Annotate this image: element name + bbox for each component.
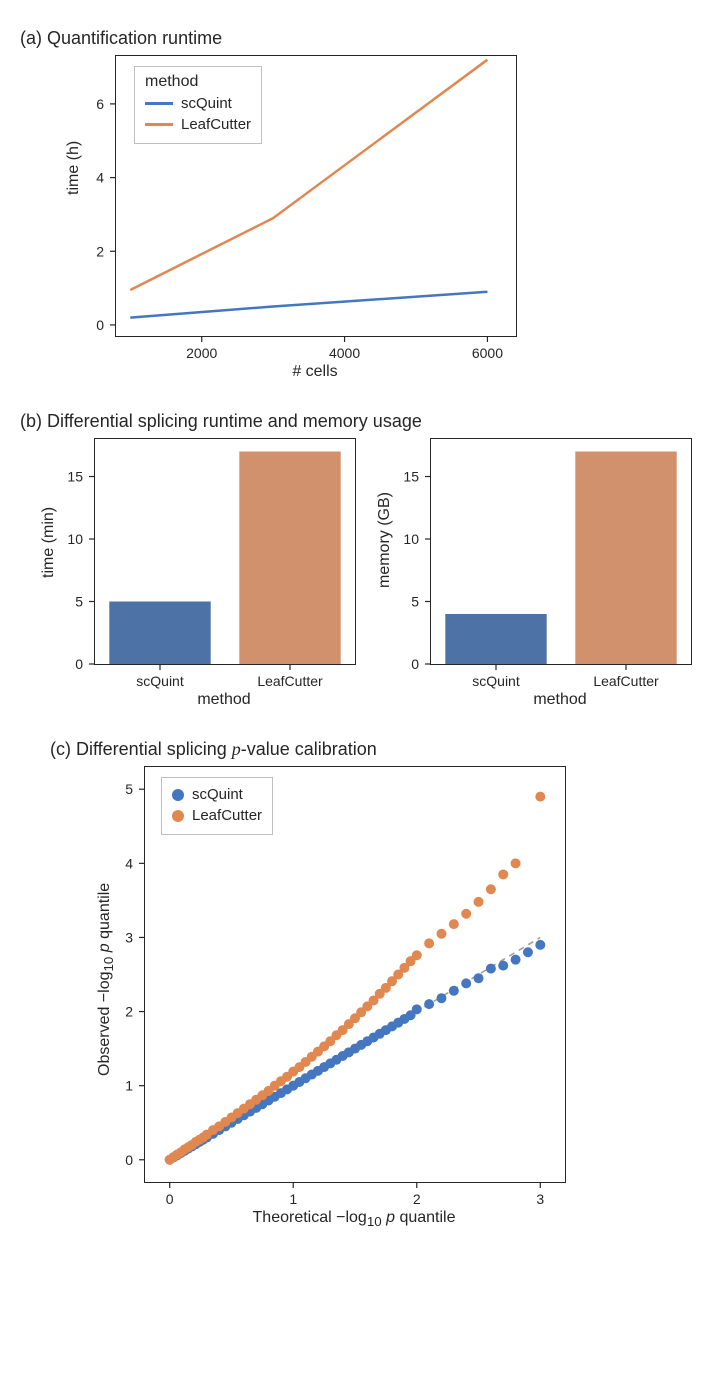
svg-text:0: 0 bbox=[411, 656, 419, 672]
svg-text:5: 5 bbox=[411, 594, 419, 610]
svg-text:2: 2 bbox=[413, 1191, 421, 1207]
legend-label: scQuint bbox=[192, 784, 243, 805]
legend-swatch bbox=[172, 789, 184, 801]
panel-c-legend: scQuint LeafCutter bbox=[161, 777, 273, 835]
svg-text:0: 0 bbox=[166, 1191, 174, 1207]
svg-text:scQuint: scQuint bbox=[472, 673, 520, 689]
svg-text:4: 4 bbox=[96, 170, 104, 186]
svg-text:3: 3 bbox=[125, 929, 133, 945]
panel-b-chart-time: 051015scQuintLeafCutter bbox=[94, 438, 356, 665]
legend-label: scQuint bbox=[181, 93, 232, 114]
panel-a-chart: 2000400060000246 method scQuint LeafCutt… bbox=[115, 55, 517, 337]
svg-text:6000: 6000 bbox=[472, 345, 503, 361]
svg-text:5: 5 bbox=[125, 781, 133, 797]
svg-text:4000: 4000 bbox=[329, 345, 360, 361]
svg-text:5: 5 bbox=[75, 594, 83, 610]
svg-text:10: 10 bbox=[67, 531, 83, 547]
svg-text:4: 4 bbox=[125, 855, 133, 871]
legend-label: LeafCutter bbox=[181, 114, 251, 135]
panel-c-ylabel: Observed −log10 p quantile bbox=[96, 883, 116, 1076]
legend-item-leafcutter: LeafCutter bbox=[145, 114, 251, 135]
svg-text:2000: 2000 bbox=[186, 345, 217, 361]
svg-text:1: 1 bbox=[289, 1191, 297, 1207]
legend-item-scquint: scQuint bbox=[172, 784, 262, 805]
svg-text:6: 6 bbox=[96, 96, 104, 112]
legend-swatch bbox=[145, 123, 173, 126]
svg-text:scQuint: scQuint bbox=[136, 673, 184, 689]
panel-a-legend: method scQuint LeafCutter bbox=[134, 66, 262, 144]
legend-title: method bbox=[145, 73, 251, 91]
legend-swatch bbox=[145, 102, 173, 105]
panel-c-xlabel: Theoretical −log10 p quantile bbox=[144, 1209, 564, 1229]
panel-c-chart: 0123012345 scQuint LeafCutter bbox=[144, 766, 566, 1183]
svg-text:LeafCutter: LeafCutter bbox=[593, 673, 659, 689]
svg-text:3: 3 bbox=[536, 1191, 544, 1207]
legend-label: LeafCutter bbox=[192, 805, 262, 826]
svg-text:15: 15 bbox=[67, 469, 83, 485]
legend-item-scquint: scQuint bbox=[145, 93, 251, 114]
panel-b1-ylabel: memory (GB) bbox=[376, 492, 394, 588]
svg-text:0: 0 bbox=[75, 656, 83, 672]
panel-b-title: (b) Differential splicing runtime and me… bbox=[20, 411, 700, 432]
legend-swatch bbox=[172, 810, 184, 822]
panel-a-title: (a) Quantification runtime bbox=[20, 28, 700, 49]
legend-item-leafcutter: LeafCutter bbox=[172, 805, 262, 826]
panel-a-ylabel: time (h) bbox=[65, 141, 83, 195]
panel-b1-xlabel: method bbox=[430, 691, 690, 709]
svg-text:2: 2 bbox=[125, 1004, 133, 1020]
svg-text:0: 0 bbox=[96, 317, 104, 333]
svg-text:LeafCutter: LeafCutter bbox=[257, 673, 323, 689]
panel-a-xlabel: # cells bbox=[115, 363, 515, 381]
panel-c-title: (c) Differential splicing p-value calibr… bbox=[50, 739, 700, 760]
panel-b0-ylabel: time (min) bbox=[40, 507, 58, 578]
svg-text:10: 10 bbox=[403, 531, 419, 547]
panel-b0-xlabel: method bbox=[94, 691, 354, 709]
svg-text:2: 2 bbox=[96, 243, 104, 259]
panel-b-chart-memory: 051015scQuintLeafCutter bbox=[430, 438, 692, 665]
svg-text:15: 15 bbox=[403, 469, 419, 485]
svg-text:1: 1 bbox=[125, 1078, 133, 1094]
svg-text:0: 0 bbox=[125, 1152, 133, 1168]
